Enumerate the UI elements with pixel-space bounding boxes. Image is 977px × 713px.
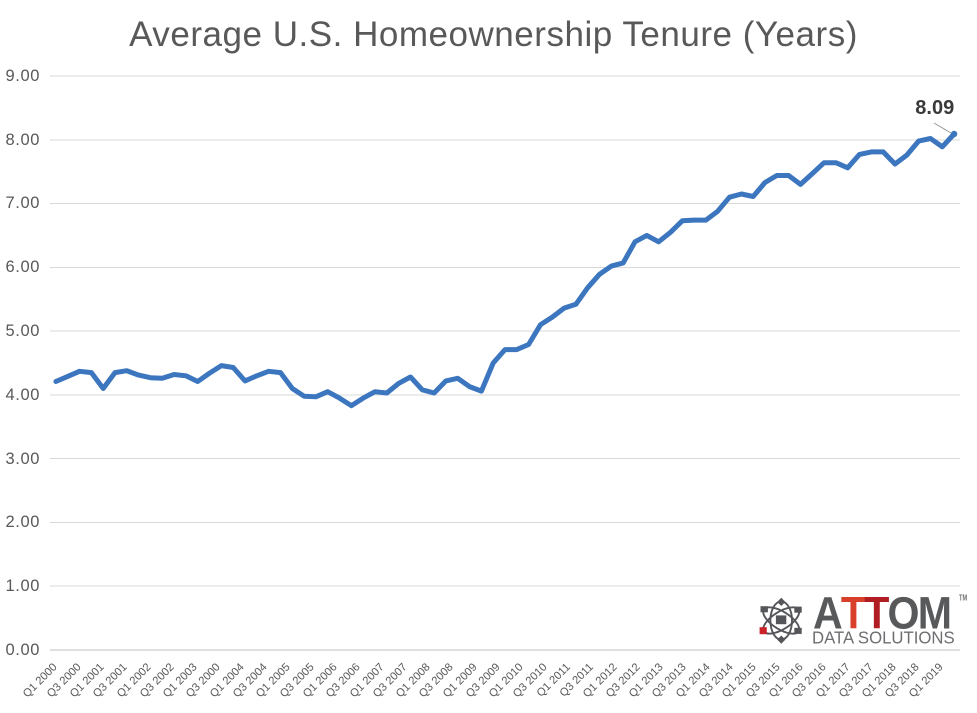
svg-text:DATA SOLUTIONS: DATA SOLUTIONS	[812, 627, 955, 648]
svg-text:TM: TM	[959, 595, 967, 603]
svg-text:ATTOM: ATTOM	[813, 591, 950, 639]
